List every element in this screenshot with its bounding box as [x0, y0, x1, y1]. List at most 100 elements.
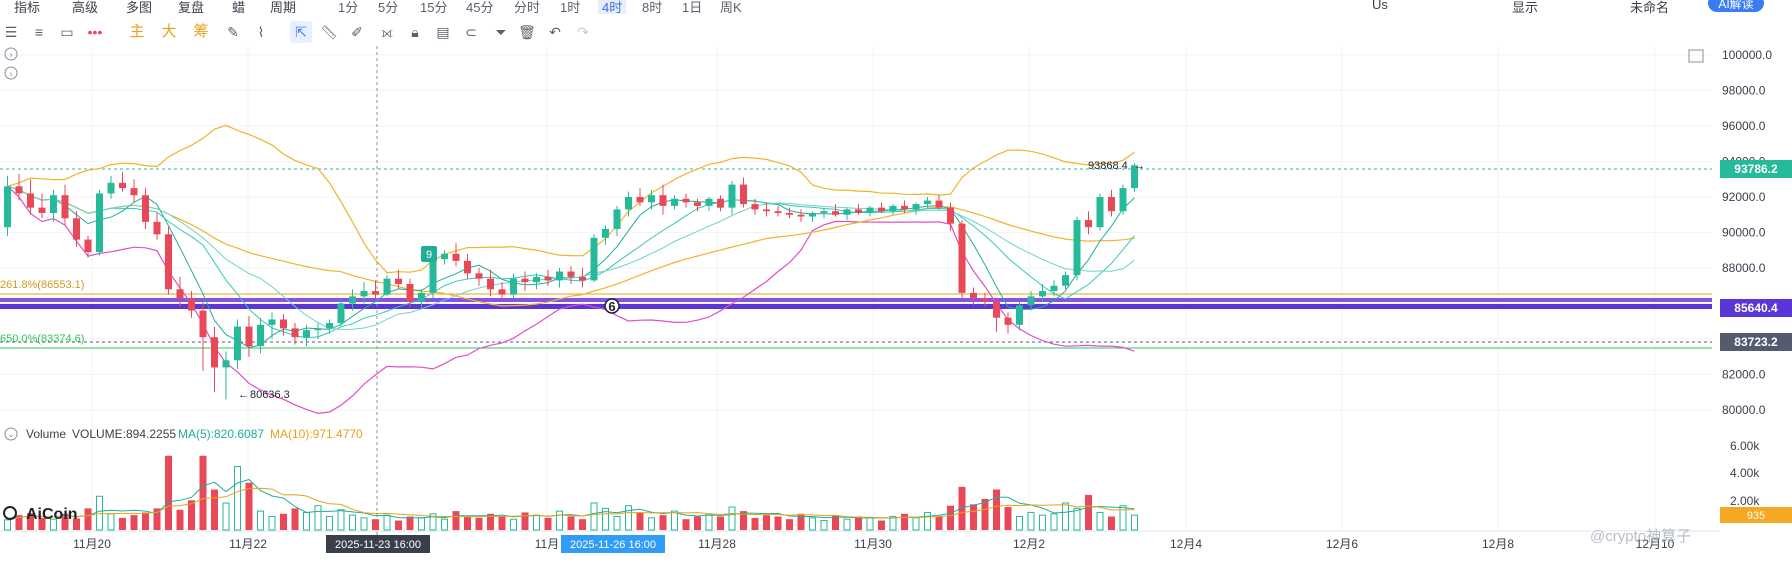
expand-button[interactable] [4, 66, 18, 80]
redo-icon[interactable]: ↷ [577, 24, 589, 40]
ai-analysis-button[interactable]: AI解读 [1708, 0, 1764, 12]
volume-bar [590, 502, 598, 531]
edit-indicator-icon[interactable]: ✎ [227, 24, 239, 40]
volume-bar [935, 516, 943, 530]
display-menu[interactable]: 显示 [1512, 0, 1539, 14]
lock-icon[interactable]: 🔒︎ [411, 24, 419, 40]
high-price-label: 93868.4 [1088, 160, 1128, 172]
chevron-down-icon: ⌄ [7, 429, 15, 439]
layout-name-menu[interactable]: 未命名 [1630, 0, 1670, 14]
ruler-icon[interactable]: 📏︎ [320, 24, 338, 40]
volume-bar [395, 520, 402, 530]
advanced-menu[interactable]: 高级 [72, 0, 99, 14]
replay-menu[interactable]: 复盘 [178, 0, 205, 14]
candle-body [418, 292, 425, 302]
timezone-label[interactable]: Us [1372, 0, 1388, 12]
candle-body [533, 276, 540, 283]
indicators-menu[interactable]: 指标 [14, 0, 41, 14]
period-tab[interactable]: 周K [720, 0, 742, 14]
pen-icon[interactable]: ✐ [351, 24, 363, 40]
magnet-icon[interactable]: ⊂ [465, 24, 477, 40]
volume-bar [602, 507, 609, 531]
cursor-icon[interactable]: ⇱ [290, 21, 312, 43]
tab-chip-distribution[interactable]: 筹 [193, 23, 209, 40]
candle-body [648, 195, 655, 203]
volume-bar [188, 500, 195, 530]
candle-body [142, 195, 149, 222]
tab-large-orders[interactable]: 大 [161, 23, 177, 40]
volume-bar [671, 510, 678, 531]
candle-body [774, 211, 782, 213]
collapse-button[interactable] [4, 47, 18, 61]
volume-bar [27, 513, 34, 530]
period-tab[interactable]: 1日 [682, 0, 703, 14]
candle-body [372, 291, 379, 295]
period-tab[interactable]: 1时 [560, 0, 581, 14]
period-tab[interactable]: 8时 [642, 0, 663, 14]
candlestick-chart[interactable]: 93868.4 → ← 80636.3 261.8%(86553.1) 650.… [0, 46, 1792, 560]
time-tick: 12月4 [1170, 537, 1202, 551]
volume-bar [740, 511, 747, 530]
chart-style-menu[interactable]: 蜡 [232, 0, 246, 14]
multi-chart-menu[interactable]: 多图 [126, 0, 153, 14]
volume-bar [475, 517, 483, 530]
period-tab[interactable]: 5分 [378, 0, 399, 14]
candle-body [349, 296, 356, 304]
candle-body [441, 253, 448, 260]
volume-bar [843, 518, 851, 531]
volume-bar [291, 508, 299, 530]
volume-bar [924, 511, 931, 531]
volume-bar [487, 513, 494, 530]
candle-body [659, 195, 667, 206]
list-icon[interactable]: ≡ [34, 24, 44, 40]
crosshair-time-1-text: 2025-11-23 16:00 [335, 539, 421, 551]
time-tick: 12月6 [1326, 537, 1358, 551]
period-tab[interactable]: 4时 [598, 0, 627, 14]
period-tab[interactable]: 15分 [420, 0, 448, 14]
time-tick: 11月20 [73, 537, 111, 551]
brush-icon[interactable]: ⌇ [257, 24, 265, 40]
trash-icon[interactable]: 🗑︎ [518, 24, 536, 40]
volume-bar [510, 518, 517, 531]
fib-label-1: 261.8%(86553.1) [0, 279, 84, 291]
candle-body [556, 271, 563, 281]
volume-bar [981, 498, 989, 530]
fullscreen-icon[interactable] [1688, 49, 1704, 63]
volume-bar [38, 517, 46, 530]
candle-body [579, 276, 586, 281]
candle-body [602, 228, 609, 238]
signal-badge [421, 246, 437, 262]
filter-icon[interactable]: ⏷ [495, 24, 507, 40]
notes-icon[interactable]: ▤ [436, 24, 450, 40]
menu-icon[interactable]: ☰ [4, 24, 18, 40]
signal-marker-text: 6 [608, 299, 615, 314]
volume-bar [1131, 514, 1138, 531]
period-tab[interactable]: 1分 [338, 0, 359, 14]
volume-bar [809, 517, 816, 531]
volume-bar [763, 515, 770, 530]
pattern-icon[interactable]: ⟗ [380, 24, 394, 40]
candle-body [682, 198, 690, 203]
volume-bar [268, 516, 276, 531]
rectangle-icon[interactable]: ▭ [60, 24, 74, 40]
candle-body [1027, 296, 1035, 306]
volume-bar [50, 518, 57, 531]
undo-icon[interactable]: ↶ [549, 24, 561, 40]
tab-main-indicator[interactable]: 主 [129, 23, 145, 40]
period-tab[interactable]: 分时 [514, 0, 541, 14]
current-volume-text: 935 [1747, 510, 1765, 522]
volume-collapse-button[interactable] [4, 427, 18, 441]
period-tab[interactable]: 45分 [466, 0, 494, 14]
chart-area[interactable]: 93868.4 → ← 80636.3 261.8%(86553.1) 650.… [0, 46, 1792, 560]
volume-bar [947, 505, 954, 530]
candle-body [257, 324, 264, 347]
candle-body [820, 211, 828, 213]
more-dots-icon[interactable]: ••• [87, 24, 103, 40]
volume-ma-line [7, 478, 1135, 521]
candle-body [84, 239, 92, 253]
volume-bar [751, 517, 759, 530]
volume-bar [832, 515, 839, 530]
candle-body [935, 200, 943, 208]
period-menu[interactable]: 周期 [270, 0, 297, 14]
indicator-line [7, 185, 1135, 415]
